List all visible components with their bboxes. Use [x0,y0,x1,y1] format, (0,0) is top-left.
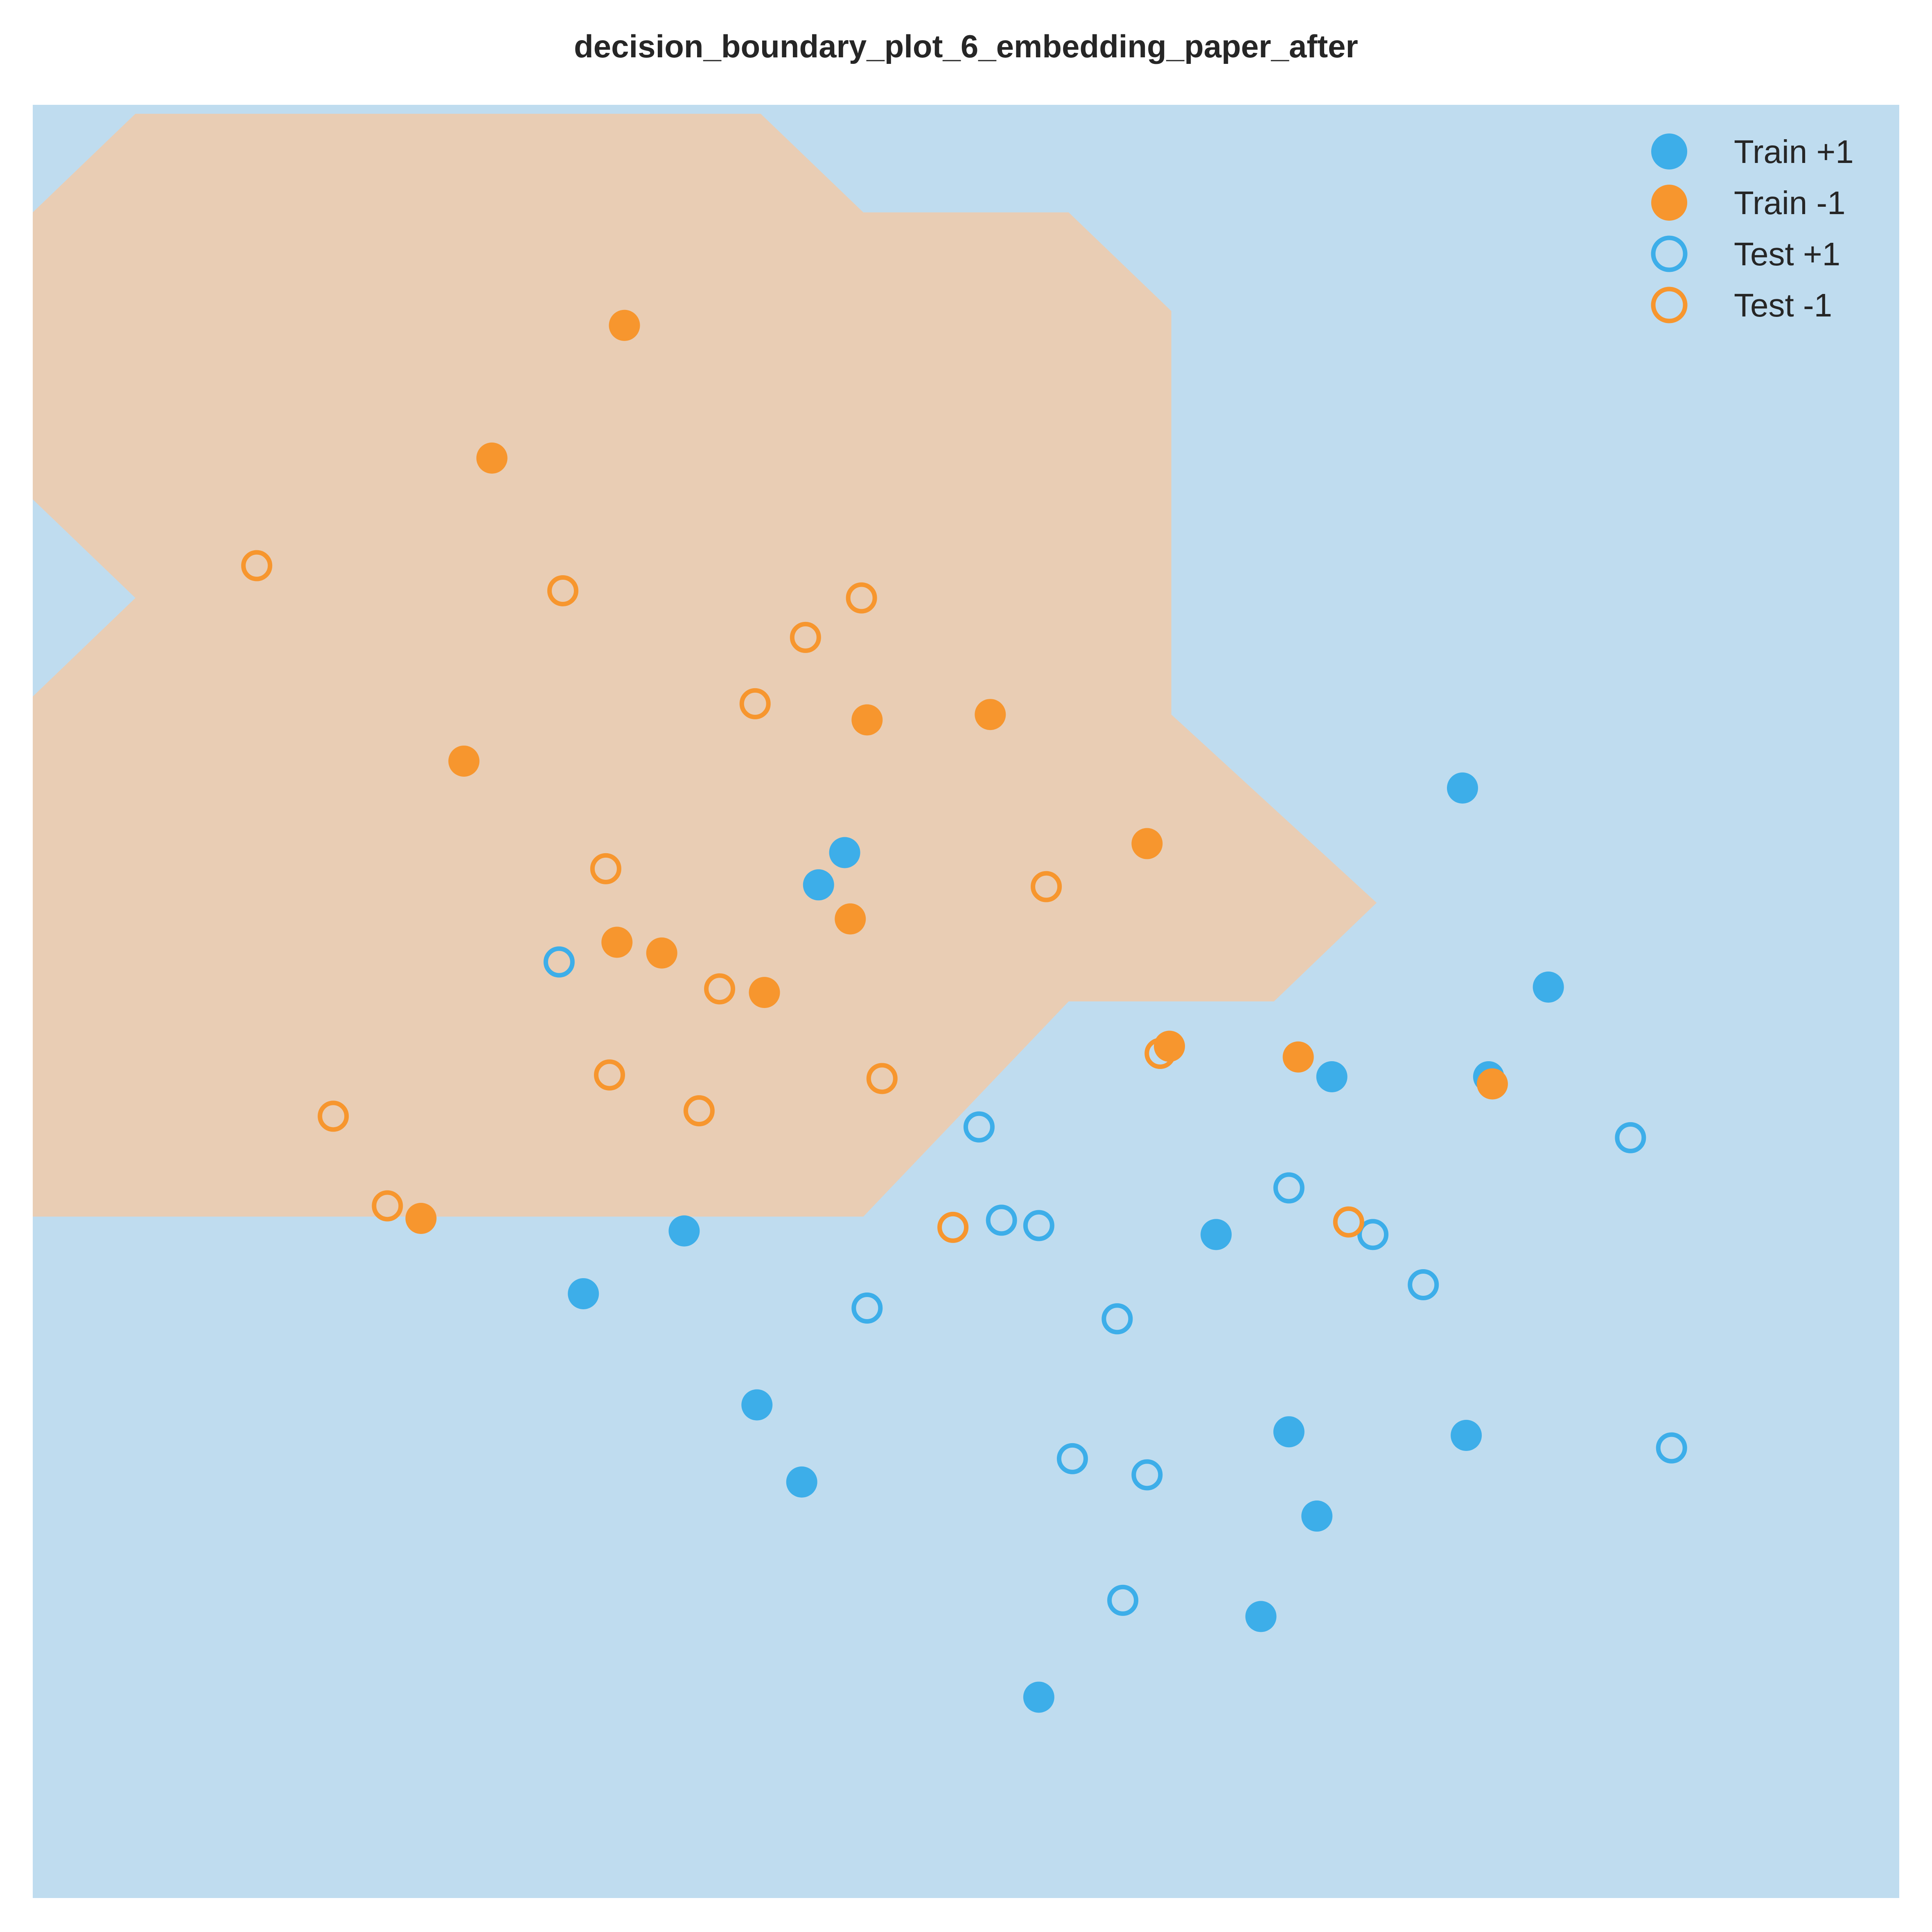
point-train-pos [1023,1681,1054,1713]
point-test-pos [1656,1432,1687,1464]
legend-marker-train-pos [1651,133,1687,169]
legend-label-test-pos: Test +1 [1734,236,1840,272]
point-train-pos [668,1215,700,1247]
legend: Train +1 Train -1 Test +1 Test -1 [1651,133,1854,323]
point-train-pos [1245,1601,1277,1632]
point-train-pos [1533,971,1564,1003]
point-test-pos [963,1111,995,1143]
point-test-neg [547,575,579,606]
point-test-pos [1056,1443,1088,1474]
point-train-pos [829,837,860,868]
point-train-neg [1282,1041,1314,1073]
point-train-neg [646,937,677,969]
point-test-neg [318,1100,349,1132]
point-test-pos [851,1292,883,1324]
points-layer [241,310,1687,1713]
point-train-neg [975,699,1006,730]
chart-title: decision_boundary_plot_6_embedding_paper… [574,28,1358,64]
point-train-pos [803,869,834,901]
point-test-neg [739,688,771,719]
point-train-pos [1447,772,1478,804]
point-test-neg [937,1211,969,1243]
point-test-neg [683,1095,715,1127]
point-test-neg [790,621,821,653]
point-train-pos [1451,1419,1482,1451]
point-test-pos [1615,1122,1646,1153]
legend-label-train-pos: Train +1 [1734,133,1854,170]
point-train-neg [749,977,780,1008]
point-train-neg [1131,828,1163,859]
series-test-pos [543,946,1687,1616]
point-test-neg [1031,871,1062,902]
point-train-pos [1301,1500,1333,1532]
point-test-pos [1107,1584,1139,1616]
legend-marker-test-pos [1651,235,1688,272]
point-test-neg [704,973,736,1005]
point-test-neg [241,550,273,581]
point-train-neg [851,704,883,736]
point-test-neg [590,853,621,884]
point-test-neg [594,1059,625,1091]
series-train-neg [405,310,1508,1234]
series-train-pos [568,772,1564,1713]
point-test-pos [543,946,575,978]
negative-region [33,113,1377,1217]
point-train-neg [405,1202,437,1234]
point-train-neg [448,746,480,777]
point-test-pos [1101,1303,1133,1335]
point-test-pos [1131,1459,1163,1491]
point-train-pos [1316,1061,1347,1092]
legend-label-train-neg: Train -1 [1734,185,1846,221]
point-train-neg [835,903,866,935]
point-train-neg [1476,1068,1508,1100]
point-train-pos [786,1466,817,1498]
point-test-pos [1023,1210,1054,1241]
point-test-neg [1333,1206,1364,1238]
point-train-pos [1201,1219,1232,1250]
legend-marker-train-neg [1651,185,1687,221]
point-train-neg [609,310,640,341]
series-test-neg [241,550,1364,1243]
point-test-neg [846,582,877,614]
point-test-pos [986,1204,1017,1236]
point-train-neg [476,442,508,474]
point-train-neg [601,926,633,958]
point-train-pos [568,1278,599,1309]
point-test-pos [1408,1269,1439,1301]
point-test-neg [1144,1038,1176,1069]
point-train-pos [741,1389,773,1421]
point-test-neg [866,1063,898,1094]
point-test-pos [1273,1172,1305,1204]
point-test-neg [372,1190,403,1222]
legend-marker-test-neg [1651,287,1688,323]
point-train-pos [1273,1416,1305,1448]
point-test-pos [1357,1219,1389,1250]
legend-label-test-neg: Test -1 [1734,287,1832,323]
